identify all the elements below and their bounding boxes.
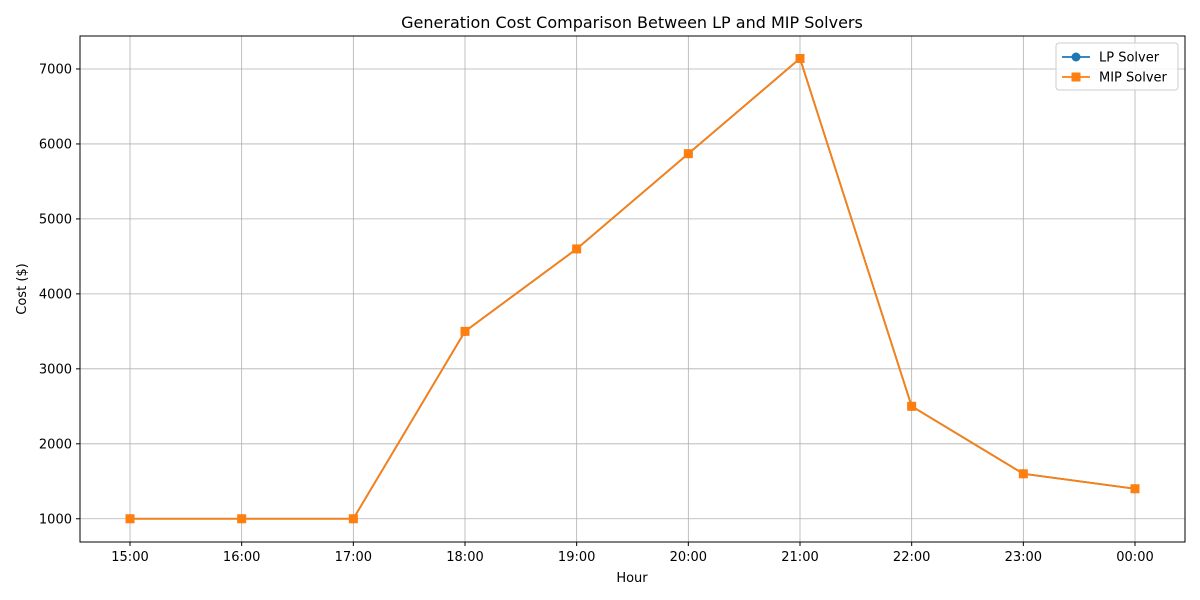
data-point: [237, 514, 247, 524]
legend: LP Solver MIP Solver: [1055, 42, 1179, 91]
y-tick-label: 1000: [39, 512, 72, 527]
grid: [80, 36, 1185, 542]
data-point: [125, 514, 135, 524]
y-tick-label: 7000: [39, 62, 72, 77]
plot-frame: [79, 35, 1186, 543]
x-tick-label: 21:00: [781, 550, 818, 565]
y-axis-label: Cost ($): [15, 263, 30, 314]
data-point: [907, 401, 917, 411]
x-tick-label: 23:00: [1005, 550, 1042, 565]
legend-box: [1055, 42, 1179, 91]
x-axis-label: Hour: [616, 571, 648, 586]
y-tick-label: 4000: [39, 287, 72, 302]
x-tick-label: 17:00: [335, 550, 372, 565]
legend-label: LP Solver: [1099, 51, 1160, 66]
x-tick-label: 16:00: [223, 550, 260, 565]
series-layer: [125, 53, 1140, 524]
legend-label: MIP Solver: [1099, 71, 1168, 86]
series-line: [130, 56, 1136, 520]
x-tick-label: 19:00: [558, 550, 595, 565]
x-tick-label: 22:00: [893, 550, 930, 565]
y-axis-ticks: 1000 2000 3000 4000 5000 6000 7000: [39, 62, 80, 527]
legend-marker: [1071, 72, 1081, 82]
data-point: [1018, 469, 1028, 479]
x-axis-ticks: 15:00 16:00 17:00 18:00 19:00 20:00 21:00 22:00…: [111, 542, 1154, 565]
data-point: [795, 53, 805, 63]
series-mip-solver: [125, 53, 1140, 524]
data-point: [348, 514, 358, 524]
y-tick-label: 3000: [39, 362, 72, 377]
data-point: [460, 326, 470, 336]
x-tick-label: 20:00: [670, 550, 707, 565]
x-tick-label: 18:00: [446, 550, 483, 565]
y-tick-label: 6000: [39, 137, 72, 152]
y-tick-label: 2000: [39, 437, 72, 452]
x-tick-label: 15:00: [111, 550, 148, 565]
legend-marker: [1071, 52, 1081, 62]
data-point: [683, 149, 693, 159]
data-point: [1130, 484, 1140, 494]
chart-title: Generation Cost Comparison Between LP an…: [401, 13, 863, 32]
data-point: [572, 244, 582, 254]
x-tick-label: 00:00: [1116, 550, 1153, 565]
y-tick-label: 5000: [39, 212, 72, 227]
